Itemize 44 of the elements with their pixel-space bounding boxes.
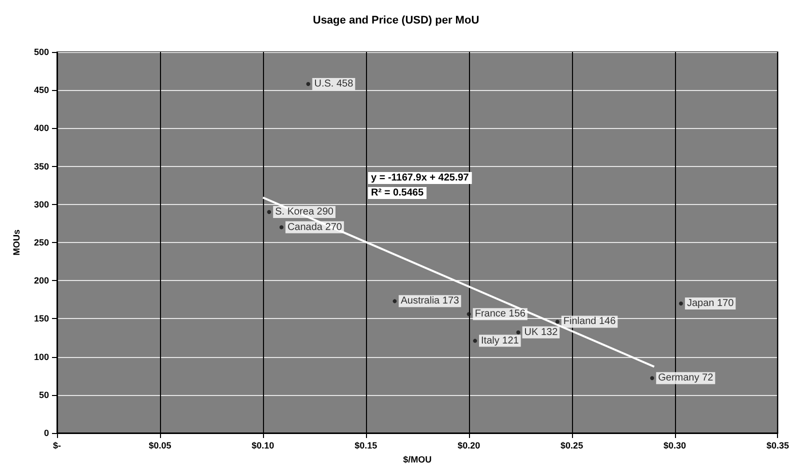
y-tick-label: 100	[34, 352, 49, 362]
x-tick-label: $0.05	[148, 440, 172, 450]
x-tick-label: $0.15	[354, 440, 378, 450]
annotation: y = -1167.9x + 425.97	[371, 172, 470, 184]
point	[473, 338, 478, 343]
y-tick-label: 300	[34, 199, 49, 210]
x-tick-label: $-	[52, 440, 62, 450]
y-tick-label: 200	[34, 276, 49, 286]
y-tick-label: 450	[34, 85, 49, 96]
data-label: Italy 121	[481, 335, 520, 346]
y-tick-label: 50	[38, 390, 49, 400]
x-tick-label: $0.35	[766, 440, 790, 450]
y-tick-label: 150	[34, 314, 49, 324]
point	[650, 376, 654, 380]
data-label: UK 132	[524, 326, 558, 338]
point	[678, 301, 683, 306]
data-label: U.S. 458	[314, 78, 354, 90]
x-tick-label: $0.30	[664, 440, 686, 450]
data-label: Germany 72	[658, 372, 714, 384]
point	[306, 82, 310, 86]
point	[555, 320, 560, 324]
data-label: Finland 146	[563, 316, 616, 328]
point	[516, 330, 520, 334]
data-label: France 156	[474, 308, 526, 320]
data-label: Japan 170	[686, 298, 734, 309]
y-tick-label: 500	[34, 47, 49, 57]
point	[392, 299, 397, 304]
chart-title: Usage and Price (USD) per MoU	[312, 14, 480, 26]
data-label: Australia 173	[400, 296, 460, 307]
point	[267, 210, 272, 214]
x-tick-label: $0.25	[560, 440, 584, 450]
point	[466, 312, 471, 316]
y-axis-title: MOUs	[12, 229, 22, 256]
data-label: S. Korea 290	[275, 206, 334, 218]
y-tick-label: 350	[34, 161, 49, 172]
x-tick-label: $0.20	[458, 440, 480, 450]
y-tick-label: 400	[34, 123, 49, 134]
data-label: Canada 270	[287, 222, 342, 233]
point	[279, 225, 284, 230]
x-tick-label: $0.10	[252, 440, 274, 450]
x-axis-title: $/MOU	[403, 454, 432, 464]
y-tick-label: 250	[34, 238, 49, 248]
y-tick-label: 0	[44, 428, 49, 438]
annotation: R² = 0.5465	[371, 188, 424, 198]
